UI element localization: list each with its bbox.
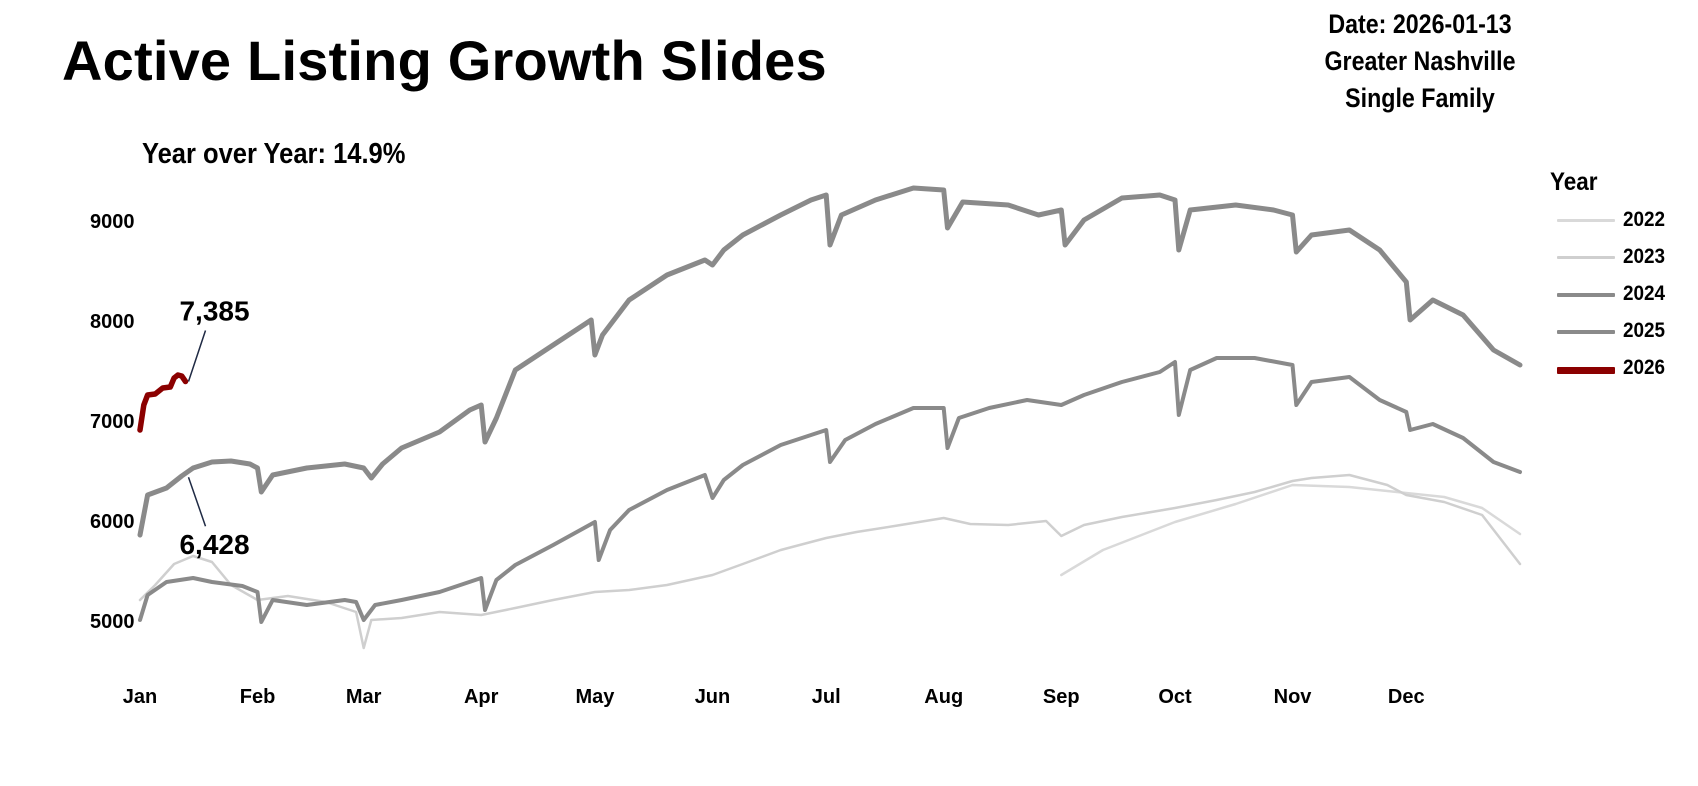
- legend-item-2024: 2024: [1557, 282, 1687, 319]
- x-tick-label: Oct: [1158, 686, 1192, 708]
- x-tick-label: Aug: [924, 686, 963, 708]
- y-tick-label: 6000: [90, 511, 135, 533]
- y-tick-label: 7000: [90, 411, 135, 433]
- report-property-type: Single Family: [1345, 83, 1495, 113]
- legend-item-2022: 2022: [1557, 208, 1687, 245]
- legend-item-2023: 2023: [1557, 245, 1687, 282]
- legend-label: 2026: [1623, 356, 1666, 379]
- y-tick-label: 8000: [90, 311, 135, 333]
- legend: 2022 2023 2024 2025 2026: [1557, 208, 1687, 393]
- series-line-2022: [1060, 483, 1522, 577]
- legend-title: Year: [1550, 168, 1598, 196]
- x-tick-label: Dec: [1388, 686, 1425, 708]
- x-tick-label: Feb: [240, 686, 276, 708]
- legend-swatch: [1557, 293, 1615, 297]
- legend-swatch: [1557, 330, 1615, 334]
- legend-label: 2023: [1623, 245, 1666, 268]
- annotation-leader-line: [187, 476, 207, 527]
- x-tick-label: Apr: [464, 686, 499, 708]
- series-line-2023: [138, 473, 1522, 650]
- x-tick-label: Jun: [695, 686, 731, 708]
- legend-label: 2025: [1623, 319, 1666, 342]
- legend-swatch: [1557, 256, 1615, 259]
- x-tick-label: Mar: [346, 686, 382, 708]
- series-line-2025: [137, 185, 1523, 538]
- report-region: Greater Nashville: [1324, 46, 1516, 76]
- series-line-2026: [137, 372, 189, 433]
- year-over-year-label: Year over Year: 14.9%: [142, 138, 406, 170]
- report-date: Date: 2026-01-13: [1328, 9, 1512, 39]
- legend-label: 2022: [1623, 208, 1666, 231]
- x-tick-label: Jan: [123, 686, 157, 708]
- x-tick-label: Jul: [812, 686, 841, 708]
- annotation-label: 7,385: [179, 296, 249, 327]
- x-tick-label: Nov: [1274, 686, 1313, 708]
- y-tick-label: 5000: [90, 611, 135, 633]
- annotation-leader-line: [187, 330, 207, 382]
- page-title: Active Listing Growth Slides: [62, 29, 827, 92]
- legend-label: 2024: [1623, 282, 1666, 305]
- x-tick-label: Sep: [1043, 686, 1080, 708]
- x-tick-label: May: [575, 686, 615, 708]
- annotation-label: 6,428: [179, 529, 249, 560]
- legend-swatch: [1557, 367, 1615, 374]
- legend-item-2025: 2025: [1557, 319, 1687, 356]
- series-line-2024: [138, 356, 1522, 624]
- legend-item-2026: 2026: [1557, 356, 1687, 393]
- report-meta: Date: 2026-01-13 Greater Nashville Singl…: [1291, 6, 1549, 117]
- y-tick-label: 9000: [90, 211, 135, 233]
- legend-swatch: [1557, 219, 1615, 222]
